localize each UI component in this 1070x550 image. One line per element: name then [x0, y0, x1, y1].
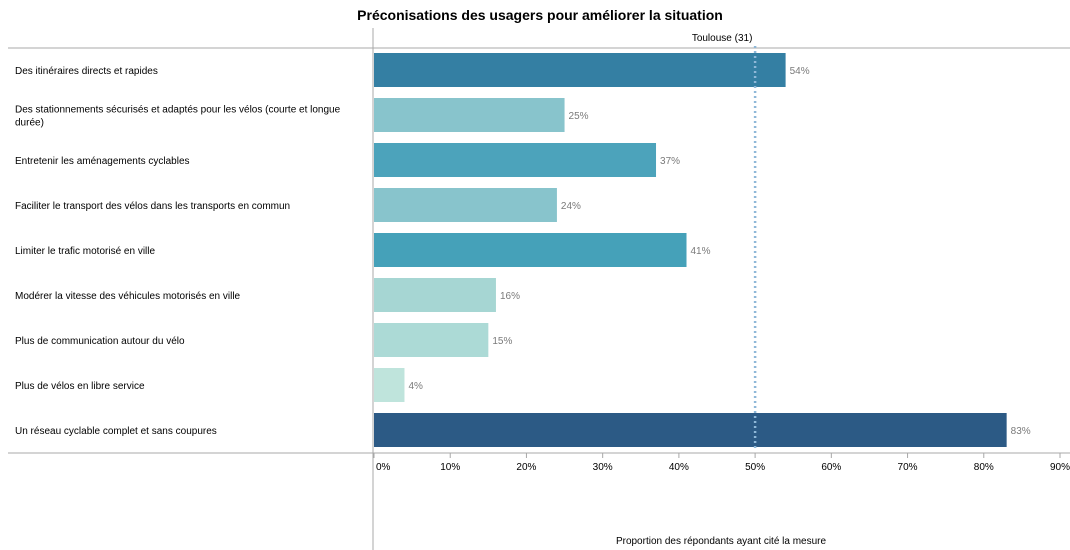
- x-tick-label: 80%: [974, 462, 994, 473]
- x-tick-label: 40%: [669, 462, 689, 473]
- x-axis-title: Proportion des répondants ayant cité la …: [616, 536, 827, 547]
- bar: [374, 368, 405, 402]
- bar: [374, 278, 496, 312]
- category-label: Des itinéraires directs et rapides: [15, 66, 158, 77]
- category-label: Limiter le trafic motorisé en ville: [15, 246, 155, 257]
- value-label: 4%: [408, 381, 423, 392]
- category-label: Plus de communication autour du vélo: [15, 336, 185, 347]
- x-axis-ticks: 0% 10% 20% 30% 40% 50% 60% 70% 80% 90%: [373, 453, 1070, 473]
- x-tick-label: 50%: [745, 462, 765, 473]
- value-label: 16%: [500, 291, 520, 302]
- bars-layer: Des itinéraires directs et rapides 54% Des…: [15, 53, 1031, 447]
- value-label: 24%: [561, 201, 581, 212]
- reference-line-label: Toulouse (31): [692, 33, 753, 44]
- value-label: 15%: [492, 336, 512, 347]
- chart-title: Préconisations des usagers pour améliore…: [357, 7, 723, 23]
- bar: [374, 323, 489, 357]
- category-label: Plus de vélos en libre service: [15, 381, 145, 392]
- value-label: 25%: [569, 111, 589, 122]
- value-label: 37%: [660, 156, 680, 167]
- bar: [374, 233, 687, 267]
- category-label: Modérer la vitesse des véhicules motoris…: [15, 291, 241, 302]
- value-label: 83%: [1011, 426, 1031, 437]
- bar: [374, 413, 1007, 447]
- value-label: 41%: [691, 246, 711, 257]
- x-tick-label: 60%: [821, 462, 841, 473]
- bar: [374, 98, 565, 132]
- x-tick-label: 90%: [1050, 462, 1070, 473]
- x-tick-label: 10%: [440, 462, 460, 473]
- category-label: Un réseau cyclable complet et sans coupu…: [15, 426, 217, 437]
- category-label: Des stationnements sécurisés et adaptés …: [15, 105, 341, 129]
- bar: [374, 53, 786, 87]
- x-tick-label: 20%: [516, 462, 536, 473]
- x-tick-label: 70%: [898, 462, 918, 473]
- value-label: 54%: [790, 66, 810, 77]
- bar: [374, 143, 657, 177]
- category-label: Faciliter le transport des vélos dans le…: [15, 201, 290, 212]
- bar: [374, 188, 557, 222]
- x-tick-label: 30%: [593, 462, 613, 473]
- x-tick-label: 0%: [376, 462, 391, 473]
- category-label: Entretenir les aménagements cyclables: [15, 156, 190, 167]
